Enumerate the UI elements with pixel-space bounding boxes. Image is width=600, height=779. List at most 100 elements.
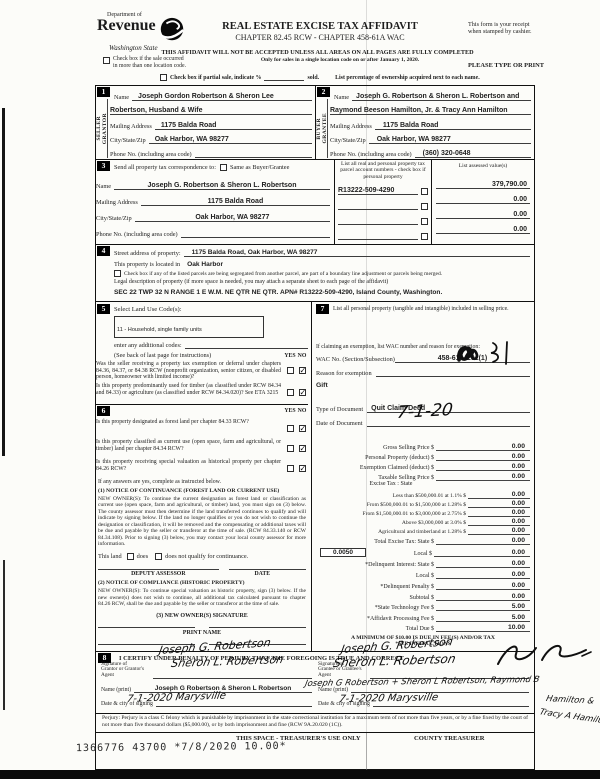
grantor-sig-label-line1: Signature of xyxy=(101,660,128,667)
bracket1-label: Less than $500,000.01 at 1.1% $ xyxy=(392,493,466,499)
bracket3-field[interactable]: 0.00 xyxy=(468,509,530,517)
money-section: Gross Selling Price $0.00 Personal Prope… xyxy=(316,441,530,647)
deputy-assessor-signature-line[interactable] xyxy=(98,569,219,571)
corr-name-field[interactable]: Joseph G. Robertson & Sheron L. Robertso… xyxy=(114,182,330,190)
buyer-side-word: BUYER xyxy=(315,117,322,140)
scan-edge-artifact xyxy=(2,108,5,456)
form-title-block: REAL ESTATE EXCISE TAX AFFIDAVIT CHAPTER… xyxy=(170,21,470,42)
land-use-column: 5 Select Land Use Code(s): 11 - Househol… xyxy=(96,302,312,651)
buyer-mailing-label: Mailing Address xyxy=(330,122,372,130)
forest-land-no-checkbox[interactable]: ✓ xyxy=(298,423,307,433)
bracket2-field[interactable]: 0.00 xyxy=(468,500,530,508)
revenue-wordmark: Revenue xyxy=(97,17,156,34)
exemption-claimed-label: Exemption Claimed (deduct) $ xyxy=(359,465,434,471)
seller-mailing-field[interactable]: 1175 Balda Road xyxy=(154,122,312,130)
ownership-note: List percentage of ownership acquired ne… xyxy=(335,75,480,81)
bracket1-field[interactable]: 0.00 xyxy=(468,491,530,499)
gross-price-field[interactable]: 0.00 xyxy=(436,443,530,451)
local-rate-box[interactable]: 0.0050 xyxy=(320,548,366,557)
seller-exemption-no-checkbox[interactable]: ✓ xyxy=(298,365,307,375)
buyer-phone-field[interactable]: (360) 320-0648 xyxy=(414,150,531,159)
grantee-date-city-label: Date & city of signing xyxy=(318,701,370,707)
buyer-section: 2 BUYER GRANTEE Name Joseph G. Robertson… xyxy=(315,86,534,159)
multi-location-checkbox[interactable] xyxy=(103,57,110,64)
seller-exemption-yes-checkbox[interactable] xyxy=(286,366,294,374)
grantor-signature-line[interactable] xyxy=(153,678,312,679)
parcel-personal-checkbox-2[interactable] xyxy=(421,203,428,211)
historic-yes-checkbox[interactable] xyxy=(286,464,294,472)
current-use-yes-checkbox[interactable] xyxy=(286,444,294,452)
assessed-header: List assessed value(s) xyxy=(458,163,508,169)
parcel-field-4[interactable] xyxy=(338,239,418,241)
delinq-interest-state-field[interactable]: 0.00 xyxy=(436,560,530,568)
buyer-city-field[interactable]: Oak Harbor, WA 98277 xyxy=(368,136,531,144)
parcel-personal-checkbox-3[interactable] xyxy=(421,218,428,226)
partial-sale-row: Check box if partial sale, indicate % so… xyxy=(160,74,580,81)
partial-sale-percent-field[interactable] xyxy=(264,80,305,81)
timber-yes-checkbox[interactable] xyxy=(286,388,294,396)
grantee-name-print-field[interactable] xyxy=(351,692,529,693)
same-as-buyer-checkbox[interactable] xyxy=(219,164,227,171)
dept-of-label: Department of xyxy=(107,12,142,18)
partial-sale-checkbox[interactable] xyxy=(160,74,167,81)
does-not-qualify-checkbox[interactable] xyxy=(155,552,163,560)
grantee-name-print-label: Name (print) xyxy=(318,687,349,693)
seller-name-field[interactable]: Joseph Gordon Robertson & Sheron Lee xyxy=(132,93,312,102)
grantee-sig-label: Signature of Grantee or Grantee's Agent xyxy=(318,661,370,679)
grantee-signature-line[interactable] xyxy=(370,678,529,679)
doc-date-field[interactable] xyxy=(366,426,530,427)
grantor-date-city-field[interactable] xyxy=(155,706,312,707)
tech-fee-field[interactable]: 5.00 xyxy=(436,603,530,611)
does-qualify-checkbox[interactable] xyxy=(126,552,134,560)
timber-no-checkbox[interactable]: ✓ xyxy=(298,387,307,397)
taxable-price-field[interactable]: 0.00 xyxy=(436,473,530,481)
personal-prop-field[interactable]: 0.00 xyxy=(436,453,530,461)
seller-phone-field[interactable] xyxy=(194,157,312,159)
agricultural-field[interactable]: 0.00 xyxy=(468,527,530,535)
page-fold-line xyxy=(366,0,367,770)
parcel-field-1[interactable]: R13222-509-4290 xyxy=(338,187,418,196)
additional-codes-field[interactable] xyxy=(184,348,308,349)
corr-city-field[interactable]: Oak Harbor, WA 98277 xyxy=(134,214,330,222)
new-owner-signature-line-1[interactable] xyxy=(98,626,195,628)
forest-land-yes-checkbox[interactable] xyxy=(286,424,294,432)
delinq-penalty-field[interactable]: 0.00 xyxy=(436,582,530,590)
legal-description-value[interactable]: SEC 22 TWP 32 N RANGE 1 E W.M. NE QTR NE… xyxy=(114,289,443,296)
segregated-checkbox[interactable] xyxy=(114,270,121,277)
buyer-mailing-field[interactable]: 1175 Balda Road xyxy=(374,122,531,130)
total-due-label: Total Due $ xyxy=(405,626,434,632)
reason-exemption-field[interactable] xyxy=(375,376,530,377)
subtotal-field[interactable]: 0.00 xyxy=(436,593,530,601)
total-due-field[interactable]: 10.00 xyxy=(436,624,530,632)
corr-phone-field[interactable] xyxy=(180,237,330,238)
historic-no-checkbox[interactable]: ✓ xyxy=(298,463,307,473)
parcel-field-3[interactable] xyxy=(338,224,418,226)
local-tax-field[interactable]: 0.00 xyxy=(434,549,530,557)
buyer-name-field[interactable]: Joseph G. Robertson & Sheron L. Robertso… xyxy=(352,93,531,102)
parcel-field-2[interactable] xyxy=(338,209,418,211)
delinq-interest-local-field[interactable]: 0.00 xyxy=(436,571,530,579)
print-name-line-1[interactable] xyxy=(98,643,195,645)
deputy-date-line[interactable] xyxy=(228,569,306,571)
exemption-claimed-field[interactable]: 0.00 xyxy=(436,463,530,471)
bracket4-field[interactable]: 0.00 xyxy=(468,518,530,526)
parcel-personal-checkbox-4[interactable] xyxy=(421,233,428,241)
grantor-name-print-field[interactable]: Joseph G Robertson & Sheron L Robertson xyxy=(134,685,312,693)
buyer-name-field-line2[interactable]: Raymond Beeson Hamilton, Jr. & Tracy Ann… xyxy=(330,107,531,116)
total-excise-state-field[interactable]: 0.00 xyxy=(436,537,530,545)
seller-city-field[interactable]: Oak Harbor, WA 98277 xyxy=(148,136,312,144)
doc-type-field[interactable]: Quit Claim Deed xyxy=(367,405,530,413)
located-in-field[interactable]: Oak Harbor xyxy=(187,261,224,268)
corr-mailing-field[interactable]: 1175 Balda Road xyxy=(140,198,330,206)
print-name-line-2[interactable] xyxy=(209,643,306,645)
land-use-code-box[interactable]: 11 - Household, single family units xyxy=(114,316,264,338)
grantee-date-city-field[interactable] xyxy=(372,706,529,707)
parcel-personal-checkbox-1[interactable] xyxy=(421,188,428,196)
processing-fee-field[interactable]: 5.00 xyxy=(436,614,530,622)
street-address-field[interactable]: 1175 Balda Road, Oak Harbor, WA 98277 xyxy=(183,249,530,257)
new-owner-signature-line-2[interactable] xyxy=(209,626,306,628)
seller-name-field-line2[interactable]: Robertson, Husband & Wife xyxy=(110,107,312,116)
print-name-header: PRINT NAME xyxy=(182,629,222,636)
current-use-no-checkbox[interactable]: ✓ xyxy=(298,443,307,453)
